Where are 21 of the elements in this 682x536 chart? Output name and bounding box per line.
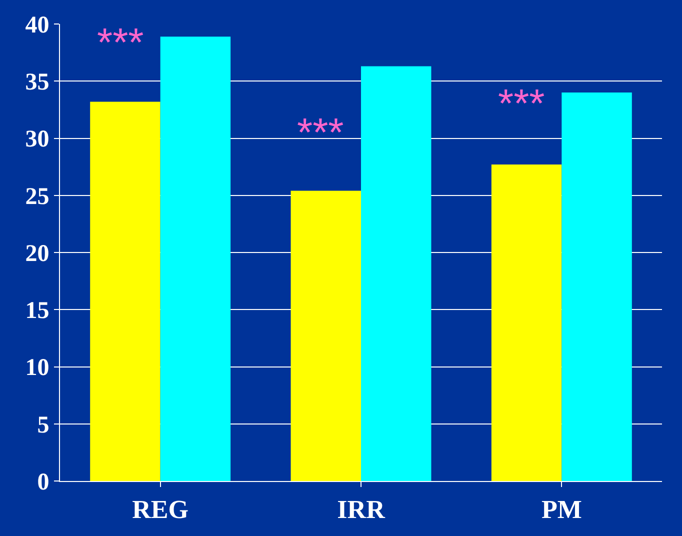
bar (90, 102, 160, 481)
bar (290, 190, 361, 481)
y-tick-label: 25 (25, 184, 50, 210)
y-tick-label: 10 (25, 355, 50, 382)
annotation: *** (97, 21, 144, 65)
x-tick-label: IRR (337, 495, 386, 524)
bar (361, 66, 432, 481)
y-tick-label: 20 (25, 240, 50, 267)
y-tick-label: 35 (25, 70, 50, 96)
bar (160, 36, 231, 481)
x-tick-label: REG (132, 495, 188, 524)
y-tick-label: 5 (37, 412, 50, 438)
bar (491, 164, 562, 481)
annotation: *** (498, 82, 545, 126)
annotation: *** (297, 111, 344, 155)
y-tick-label: 15 (25, 298, 50, 324)
x-tick-label: PM (541, 495, 582, 524)
y-tick-label: 0 (37, 469, 50, 496)
y-tick-label: 30 (25, 126, 50, 153)
bar (562, 92, 632, 481)
y-tick-label: 40 (25, 12, 50, 38)
